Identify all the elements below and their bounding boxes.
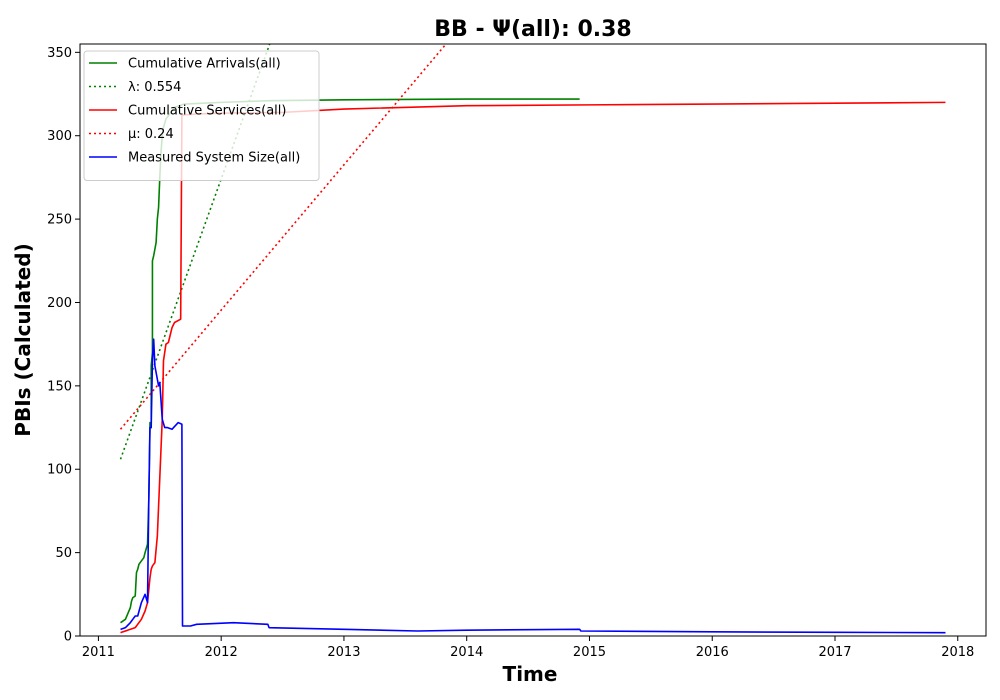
x-tick-label: 2012 — [205, 645, 238, 660]
chart-title: BB - Ψ(all): 0.38 — [434, 17, 631, 42]
series-line-cumulative-services-all — [120, 101, 946, 634]
legend-label: Cumulative Arrivals(all) — [128, 57, 281, 72]
x-tick-label: 2015 — [573, 645, 606, 660]
x-tick-label: 2016 — [696, 645, 729, 660]
x-tick-label: 2014 — [450, 645, 483, 660]
y-tick-label: 300 — [47, 129, 72, 144]
series-line-measured-system-size-all — [120, 338, 946, 634]
y-tick-label: 100 — [47, 463, 72, 478]
y-tick-label: 150 — [47, 379, 72, 394]
x-axis-ticks: 2011 2012 2013 2014 2015 2016 2017 2018 — [82, 636, 974, 660]
y-axis-ticks: 0 50 100 150 200 250 300 350 — [47, 46, 80, 645]
x-axis-title: Time — [503, 662, 558, 686]
legend-box — [83, 50, 320, 181]
y-tick-label: 350 — [47, 46, 72, 61]
plot-frame — [79, 43, 987, 637]
y-tick-label: 50 — [55, 546, 72, 561]
y-tick-label: 250 — [47, 213, 72, 228]
y-tick-label: 0 — [64, 630, 72, 645]
x-tick-label: 2018 — [941, 645, 974, 660]
x-tick-label: 2011 — [82, 645, 115, 660]
legend: Cumulative Arrivals(all) λ: 0.554 Cumulati… — [83, 50, 320, 181]
legend-label: λ: 0.554 — [128, 80, 181, 95]
x-tick-label: 2017 — [818, 645, 851, 660]
y-tick-label: 200 — [47, 296, 72, 311]
legend-label: μ: 0.24 — [128, 127, 174, 142]
legend-label: Measured System Size(all) — [128, 151, 300, 166]
x-tick-label: 2013 — [327, 645, 360, 660]
series-line-0-24 — [119, 45, 446, 430]
series-line-0-554 — [119, 44, 271, 460]
legend-label: Cumulative Services(all) — [128, 104, 286, 119]
y-axis-title: PBIs (Calculated) — [11, 243, 35, 436]
